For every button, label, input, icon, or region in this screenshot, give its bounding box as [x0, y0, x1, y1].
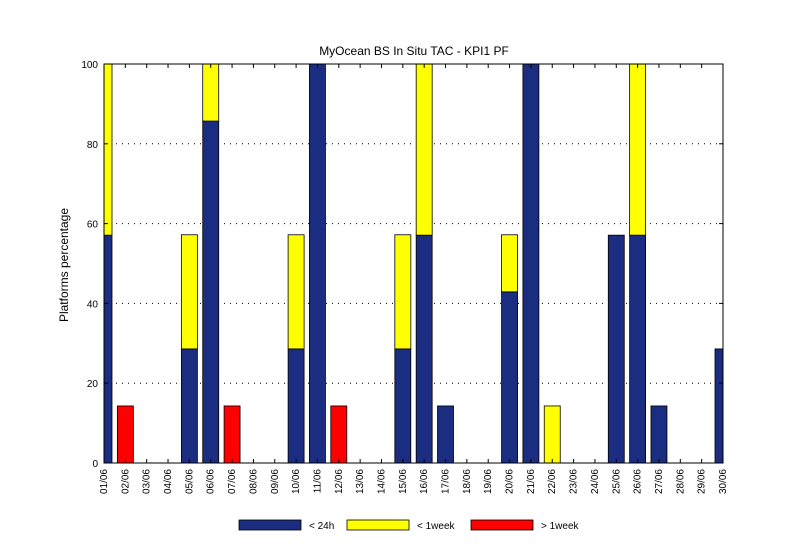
y-tick-label: 0 — [92, 459, 98, 470]
legend-label: > 1week — [541, 521, 580, 532]
bars — [103, 63, 724, 464]
bar-segment — [202, 63, 220, 122]
bar-segment — [103, 234, 113, 464]
x-tick-label: 27/06 — [654, 469, 665, 494]
x-tick-label: 04/06 — [163, 469, 174, 494]
y-tick-label: 80 — [87, 140, 99, 151]
x-tick-label: 18/06 — [462, 469, 473, 494]
x-tick-label: 22/06 — [547, 469, 558, 494]
x-tick-label: 11/06 — [312, 469, 323, 494]
legend-label: < 24h — [309, 521, 334, 532]
legend-label: < 1week — [417, 521, 456, 532]
bar-segment — [607, 234, 625, 464]
bar-segment — [522, 63, 540, 464]
x-tick-label: 25/06 — [611, 469, 622, 494]
x-tick-label: 05/06 — [184, 469, 195, 494]
x-tick-label: 10/06 — [291, 469, 302, 494]
bar-segment — [650, 405, 668, 464]
bar-segment — [394, 234, 412, 350]
bar-segment — [330, 405, 348, 464]
bar-segment — [223, 405, 241, 464]
bar-segment — [501, 234, 518, 293]
bar-segment — [394, 348, 412, 464]
x-tick-label: 26/06 — [633, 469, 644, 494]
y-tick-label: 40 — [87, 299, 99, 310]
bar-segment — [103, 63, 113, 236]
x-tick-label: 30/06 — [718, 469, 729, 494]
x-tick-label: 19/06 — [483, 469, 494, 494]
y-axis-label: Platforms percentage — [57, 208, 71, 322]
legend-swatch — [346, 519, 410, 531]
bar-segment — [714, 348, 724, 464]
x-tick-label: 15/06 — [398, 469, 409, 494]
x-tick-label: 03/06 — [142, 469, 153, 494]
axes: 0 20 40 60 80 100 01/06 02/06 03/06 04/06 05/06 06/… — [81, 60, 729, 494]
legend: < 24h < 1week > 1week — [238, 519, 580, 532]
x-tick-label: 24/06 — [590, 469, 601, 494]
bar-segment — [202, 120, 220, 464]
x-tick-label: 06/06 — [206, 469, 217, 494]
bar-segment — [415, 234, 433, 464]
x-tick-label: 12/06 — [334, 469, 345, 494]
y-tick-label: 100 — [81, 60, 98, 71]
bar-segment — [180, 348, 198, 464]
bar-segment — [116, 405, 134, 464]
x-tick-label: 16/06 — [419, 469, 430, 494]
x-tick-label: 29/06 — [697, 469, 708, 494]
legend-swatch — [238, 519, 302, 531]
x-tick-label: 14/06 — [376, 469, 387, 494]
plot-frame — [103, 63, 724, 464]
x-tick-label: 09/06 — [270, 469, 281, 494]
y-tick-label: 60 — [87, 220, 99, 231]
x-tick-label: 08/06 — [248, 469, 259, 494]
bar-segment — [287, 348, 305, 464]
bar-segment — [501, 291, 518, 464]
bar-segment — [629, 234, 647, 464]
x-tick-label: 20/06 — [505, 469, 516, 494]
x-tick-label: 17/06 — [441, 469, 452, 494]
y-tick-label: 20 — [87, 379, 99, 390]
bar-segment — [287, 234, 305, 350]
bar-segment — [543, 405, 561, 464]
bar-segment — [629, 63, 647, 236]
bar-segment — [437, 405, 454, 464]
x-tick-label: 13/06 — [355, 469, 366, 494]
x-tick-label: 01/06 — [99, 469, 110, 494]
bar-segment — [415, 63, 433, 236]
bar-segment — [180, 234, 198, 350]
x-tick-label: 28/06 — [675, 469, 686, 494]
x-tick-label: 02/06 — [120, 469, 131, 494]
chart-title: MyOcean BS In Situ TAC - KPI1 PF — [319, 44, 509, 58]
x-tick-label: 07/06 — [227, 469, 238, 494]
x-tick-label: 21/06 — [526, 469, 537, 494]
legend-swatch — [470, 519, 534, 531]
x-tick-label: 23/06 — [569, 469, 580, 494]
bar-segment — [309, 63, 326, 464]
